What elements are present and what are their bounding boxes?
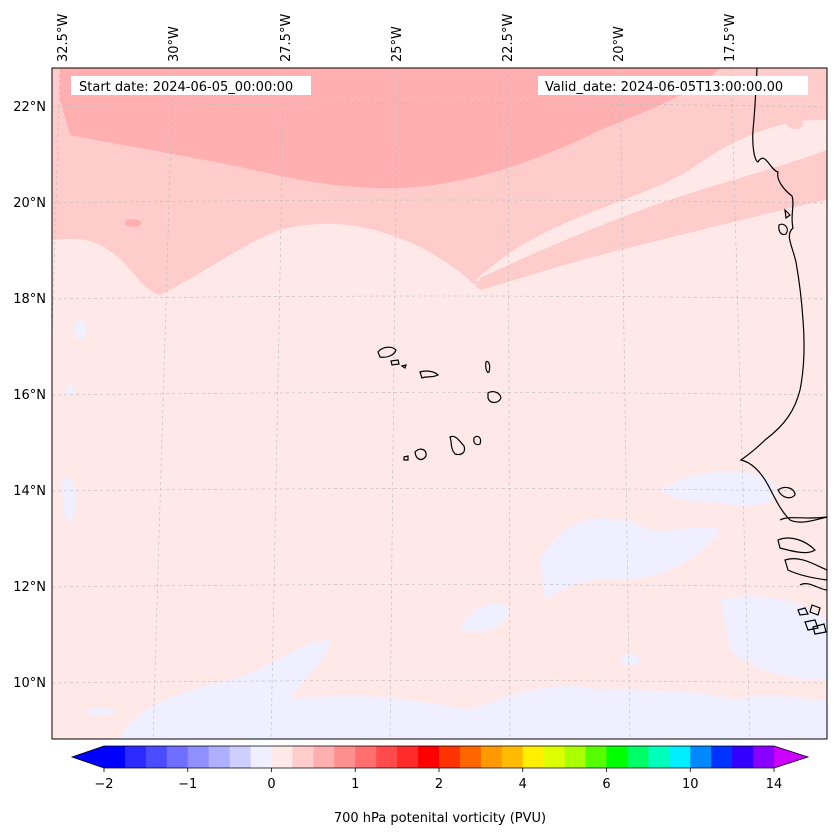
lat-label: 12°N (13, 580, 46, 595)
colorbar-cell (753, 746, 775, 768)
lat-label: 22°N (13, 100, 46, 115)
island-boa-vista (487, 391, 502, 404)
island-brava (403, 455, 409, 461)
lon-label: 20°W (612, 26, 627, 62)
pv-negative-region (720, 596, 827, 680)
colorbar-tick-label: 6 (602, 777, 610, 792)
pv-blob (125, 219, 141, 227)
colorbar-ticks: −2 −1 0 1 2 4 6 10 14 (94, 768, 782, 792)
pv-negative-region (660, 471, 777, 507)
start-date-box (71, 76, 311, 95)
colorbar-cell (124, 746, 147, 768)
lat-label: 16°N (13, 388, 46, 403)
island-maio (473, 435, 482, 446)
colorbar-cell (355, 746, 377, 768)
colorbar-tick-label: 10 (682, 777, 699, 792)
valid-date-box (538, 76, 808, 95)
colorbar-cell (711, 746, 733, 768)
coastline (739, 68, 827, 635)
colorbar-cell (501, 746, 524, 768)
colorbar-cell (104, 746, 126, 768)
colorbar-cell (397, 746, 419, 768)
colorbar-tick-label: 0 (267, 777, 275, 792)
colorbar-cell (564, 746, 587, 768)
island-sal (485, 360, 491, 373)
lat-label: 14°N (13, 484, 46, 499)
start-date-label: Start date: 2024-06-05_00:00:00 (79, 80, 293, 95)
colorbar-tick-label: 14 (766, 777, 783, 792)
lon-label: 30°W (167, 26, 182, 62)
colorbar-tick-label: 4 (519, 777, 527, 792)
valid-date-label: Valid_date: 2024-06-05T13:00:00.00 (545, 80, 783, 95)
colorbar-cell (166, 746, 189, 768)
pv-negative-region (460, 602, 510, 632)
lat-label: 18°N (13, 292, 46, 307)
colorbar-cell (669, 746, 691, 768)
pv-negative-blob (620, 654, 640, 666)
colorbar-cell (522, 746, 545, 768)
pv-negative-blob (66, 384, 74, 396)
colorbar-cell (208, 746, 231, 768)
lon-label: 17.5°W (723, 14, 738, 62)
colorbar-tick-label: 1 (351, 777, 359, 792)
pv-blob (68, 152, 92, 168)
colorbar-title: 700 hPa potenital vorticity (PVU) (334, 811, 546, 826)
latitude-labels: 22°N 20°N 18°N 16°N 14°N 12°N 10°N (13, 100, 46, 691)
pv-negative-region (120, 640, 827, 739)
lat-label: 10°N (13, 676, 46, 691)
colorbar-cell (648, 746, 670, 768)
lat-label: 20°N (13, 196, 46, 211)
colorbar-cell (585, 746, 607, 768)
lon-label: 22.5°W (501, 14, 516, 62)
colorbar-cell (271, 746, 293, 768)
island-sao-nicolau (419, 370, 440, 379)
colorbar-tick-label: 2 (435, 777, 443, 792)
island-sao-vicente (390, 359, 400, 366)
pv-negative-blob (74, 320, 86, 340)
colorbar-cell (187, 746, 210, 768)
pv-blob (787, 119, 803, 129)
map-panel: Start date: 2024-06-05_00:00:00 Valid_da… (52, 68, 827, 739)
island-santiago (449, 435, 466, 456)
lon-label: 32.5°W (56, 14, 71, 62)
colorbar-cell (250, 746, 272, 768)
pv-band-pink (60, 68, 720, 189)
pv-negative-region (62, 477, 76, 522)
colorbar-cell (313, 746, 335, 768)
island-santo-antao (377, 346, 397, 358)
colorbar-cells (104, 746, 775, 768)
colorbar-cell (334, 746, 356, 768)
colorbar-cell (732, 746, 754, 768)
graticule (52, 68, 827, 739)
colorbar-extend-high (774, 746, 808, 768)
colorbar-cell (418, 746, 440, 768)
colorbar-extend-low (72, 746, 104, 768)
colorbar-cell (480, 746, 503, 768)
colorbar-cell (606, 746, 628, 768)
colorbar-cell (439, 746, 461, 768)
map-frame (51, 67, 828, 740)
colorbar: −2 −1 0 1 2 4 6 10 14 700 hPa potenital vorticit… (70, 745, 810, 826)
pv-negative-blob (86, 708, 114, 716)
colorbar-tick-label: −2 (94, 777, 113, 792)
pv-streak-pink-small (480, 150, 827, 280)
longitude-labels: 32.5°W 30°W 27.5°W 25°W 22.5°W 20°W 17.5… (56, 14, 738, 62)
lon-label: 27.5°W (279, 14, 294, 62)
colorbar-cell (627, 746, 649, 768)
colorbar-cell (690, 746, 712, 768)
cape-verde-islands (377, 346, 502, 461)
island-santa-luzia (400, 364, 407, 369)
colorbar-cell (145, 746, 168, 768)
colorbar-tick-label: −1 (178, 777, 197, 792)
colorbar-cell (376, 746, 398, 768)
colorbar-cell (459, 746, 482, 768)
colorbar-cell (229, 746, 252, 768)
lon-label: 25°W (390, 26, 405, 62)
colorbar-cell (543, 746, 566, 768)
pv-negative-region (540, 518, 720, 600)
colorbar-cell (292, 746, 314, 768)
island-fogo (414, 448, 427, 461)
